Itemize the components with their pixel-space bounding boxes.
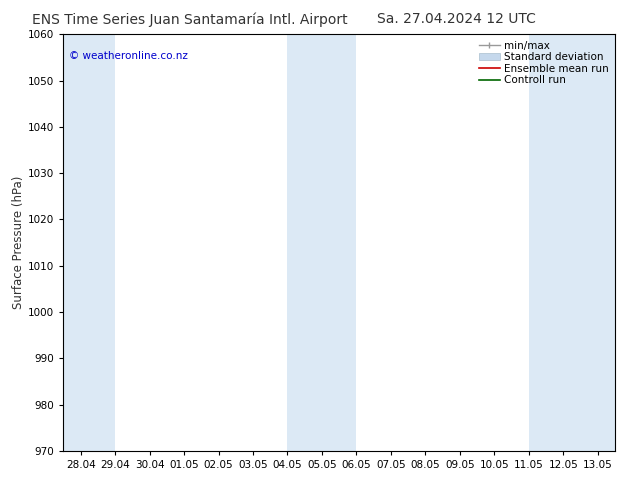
Text: Sa. 27.04.2024 12 UTC: Sa. 27.04.2024 12 UTC [377,12,536,26]
Text: © weatheronline.co.nz: © weatheronline.co.nz [69,51,188,61]
Bar [287,34,356,451]
Text: ENS Time Series Juan Santamaría Intl. Airport: ENS Time Series Juan Santamaría Intl. Ai… [32,12,348,27]
Bar [529,34,615,451]
Legend: min/max, Standard deviation, Ensemble mean run, Controll run: min/max, Standard deviation, Ensemble me… [476,37,612,88]
Y-axis label: Surface Pressure (hPa): Surface Pressure (hPa) [12,176,25,309]
Bar [63,34,115,451]
